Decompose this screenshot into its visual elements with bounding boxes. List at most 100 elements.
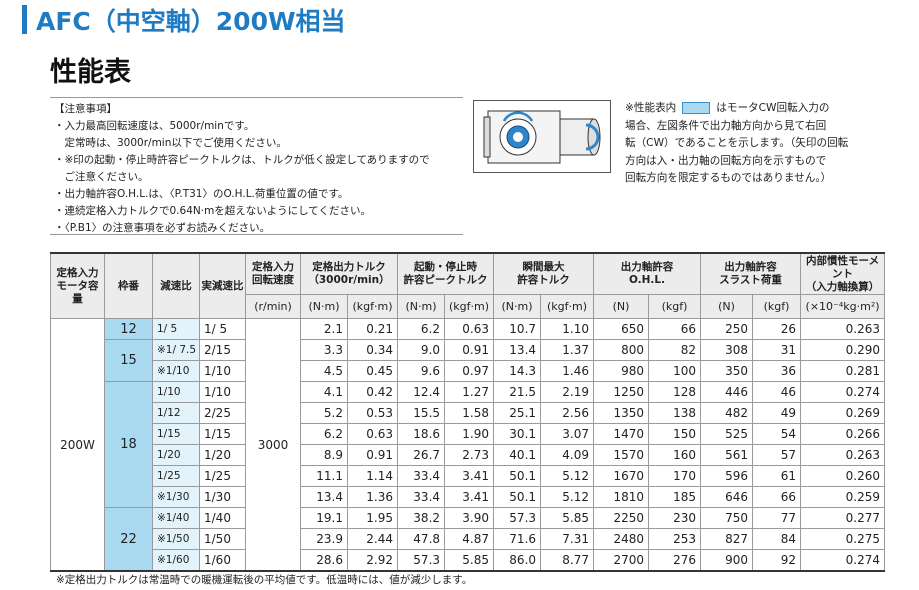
- legend-text: 回転方向を限定するものではありません。）: [625, 172, 832, 184]
- unit-cell: (kgf): [648, 294, 702, 319]
- actual-ratio-cell: 1/50: [199, 528, 246, 550]
- legend-text: 方向は入・出力軸の回転方向を示すもので: [625, 154, 827, 167]
- value-cell: 3.3: [300, 339, 348, 361]
- value-cell: 9.0: [397, 339, 446, 361]
- frame-cell: 15: [104, 339, 153, 382]
- unit-cell: (N): [593, 294, 650, 319]
- actual-ratio-cell: 1/ 5: [199, 318, 246, 340]
- value-cell: 2.92: [346, 549, 399, 572]
- unit-row: (r/min) (N·m) (kgf·m) (N·m) (kgf·m) (N·m) (kgf…: [51, 294, 886, 319]
- actual-ratio-cell: 1/10: [199, 360, 246, 382]
- value-cell: 1.95: [346, 507, 399, 529]
- value-cell: 253: [648, 528, 702, 550]
- value-cell: 2250: [593, 507, 650, 529]
- value-cell: 84: [752, 528, 802, 550]
- value-cell: 26: [752, 318, 802, 340]
- frame-cell: 12: [104, 318, 153, 340]
- value-cell: 0.21: [346, 318, 399, 340]
- value-cell: 4.1: [300, 381, 348, 403]
- ratio-cell: ※1/30: [152, 486, 200, 508]
- ratio-cell: ※1/40: [152, 507, 200, 529]
- value-cell: 5.12: [540, 465, 595, 487]
- header-cell: 瞬間最大 許容トルク: [493, 252, 595, 295]
- value-cell: 2.73: [444, 444, 495, 466]
- ratio-cell: ※1/ 7.5: [152, 339, 200, 361]
- header-cell: 定格出力トルク （3000r/min）: [299, 252, 399, 295]
- ratio-cell: 1/15: [152, 423, 200, 445]
- value-cell: 14.3: [493, 360, 542, 382]
- value-cell: 9.6: [397, 360, 446, 382]
- legend-line: 転（CW）であることを示します。（矢印の回転: [625, 135, 848, 153]
- value-cell: 28.6: [300, 549, 348, 572]
- value-cell: 0.260: [800, 465, 886, 487]
- header-row: 定格入力 モータ容量 枠番 減速比 実減速比 定格入力 回転速度 定格出力トルク （300…: [50, 252, 886, 319]
- value-cell: 1.37: [540, 339, 595, 361]
- subtitle: 性能表: [50, 57, 131, 88]
- value-cell: 92: [752, 549, 802, 572]
- data-row: ※1/10 1/10 4.5 0.45 9.6 0.97 14.3 1.46 980 100 350…: [51, 360, 886, 382]
- speed-cell: 3000: [245, 318, 301, 572]
- value-cell: 38.2: [397, 507, 446, 529]
- header-cell: 定格入力 回転速度: [245, 252, 301, 295]
- value-cell: 1250: [593, 381, 650, 403]
- value-cell: 46: [752, 381, 802, 403]
- value-cell: 8.77: [540, 549, 595, 572]
- data-row: 1/25 1/25 11.1 1.14 33.4 3.41 50.1 5.12 1670 170 5…: [51, 465, 886, 487]
- value-cell: 18.6: [397, 423, 446, 445]
- value-cell: 980: [593, 360, 650, 382]
- value-cell: 0.290: [800, 339, 886, 361]
- legend-text: はモータCW回転入力の: [716, 102, 830, 114]
- value-cell: 1350: [593, 402, 650, 424]
- value-cell: 138: [648, 402, 702, 424]
- value-cell: 2.19: [540, 381, 595, 403]
- value-cell: 31: [752, 339, 802, 361]
- value-cell: 6.2: [397, 318, 446, 340]
- ratio-cell: ※1/10: [152, 360, 200, 382]
- value-cell: 1810: [593, 486, 650, 508]
- unit-cell: (r/min): [245, 294, 301, 319]
- note-item: ご注意ください。: [54, 171, 149, 183]
- value-cell: 19.1: [300, 507, 348, 529]
- footnote: ※定格出力トルクは常温時での暖機運転後の平均値です。低温時には、値が減少します。: [56, 574, 473, 586]
- value-cell: 0.63: [346, 423, 399, 445]
- value-cell: 8.9: [300, 444, 348, 466]
- unit-cell: (N·m): [300, 294, 348, 319]
- note-item: ・連続定格入力トルクで0.64N·mを超えないようにしてください。: [54, 205, 371, 217]
- value-cell: 3.90: [444, 507, 495, 529]
- value-cell: 30.1: [493, 423, 542, 445]
- data-row: 1/20 1/20 8.9 0.91 26.7 2.73 40.1 4.09 1570 160 56…: [51, 444, 886, 466]
- value-cell: 2700: [593, 549, 650, 572]
- value-cell: 50.1: [493, 465, 542, 487]
- data-row: 18 1/10 1/10 4.1 0.42 12.4 1.27 21.5 2.19 1250 128…: [51, 381, 886, 508]
- header-cell: 出力軸許容 スラスト荷重: [700, 252, 802, 295]
- value-cell: 1.27: [444, 381, 495, 403]
- value-cell: 0.263: [800, 444, 886, 466]
- value-cell: 1.46: [540, 360, 595, 382]
- frame-cell: 22: [104, 507, 153, 572]
- unit-cell: (kgf): [752, 294, 802, 319]
- legend-line: 方向は入・出力軸の回転方向を示すもので: [625, 153, 848, 171]
- actual-ratio-cell: 1/40: [199, 507, 246, 529]
- header-cell: 内部慣性モーメント （入力軸換算）: [800, 252, 886, 295]
- value-cell: 0.42: [346, 381, 399, 403]
- value-cell: 0.259: [800, 486, 886, 508]
- actual-ratio-cell: 1/10: [199, 381, 246, 403]
- value-cell: 750: [700, 507, 754, 529]
- ratio-cell: 1/12: [152, 402, 200, 424]
- value-cell: 4.09: [540, 444, 595, 466]
- value-cell: 3.41: [444, 465, 495, 487]
- value-cell: 3.41: [444, 486, 495, 508]
- value-cell: 0.274: [800, 549, 886, 572]
- value-cell: 0.275: [800, 528, 886, 550]
- actual-ratio-cell: 1/60: [199, 549, 246, 572]
- value-cell: 1.36: [346, 486, 399, 508]
- value-cell: 66: [752, 486, 802, 508]
- value-cell: 82: [648, 339, 702, 361]
- value-cell: 11.1: [300, 465, 348, 487]
- value-cell: 160: [648, 444, 702, 466]
- header-cell: 枠番: [104, 252, 153, 319]
- note-item: ・出力軸許容O.H.L.は、〈P.T31〉のO.H.L.荷重位置の値です。: [54, 188, 349, 200]
- actual-ratio-cell: 2/25: [199, 402, 246, 424]
- value-cell: 1.58: [444, 402, 495, 424]
- diagram: [473, 100, 611, 173]
